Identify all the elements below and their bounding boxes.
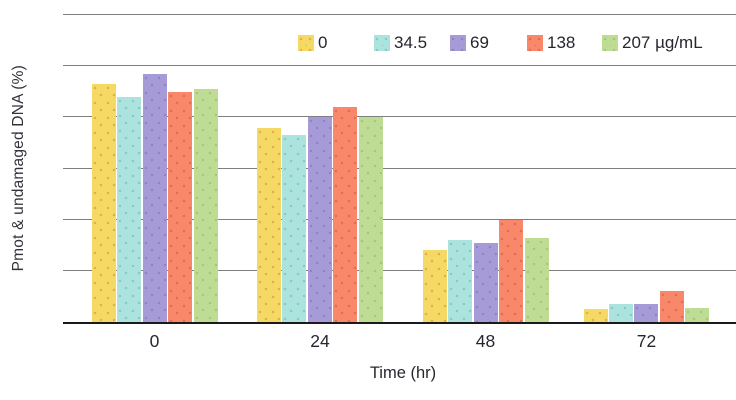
legend-item-69: 69 (450, 33, 489, 53)
bar-69-at-72hr (634, 304, 659, 322)
legend-item-0: 0 (298, 33, 327, 53)
bar-69-at-24hr (307, 117, 332, 322)
y-axis-label-wrap: Pmot & undamaged DNA (%) (2, 15, 36, 322)
x-tick-label-0: 0 (149, 331, 160, 351)
bar-group-72hr (583, 291, 710, 322)
legend: 0 34.5 69 138 207 µg/mL (0, 33, 736, 53)
x-axis-label: Time (hr) (369, 364, 437, 382)
bar-0-at-48hr (423, 250, 447, 322)
legend-swatch-icon (527, 35, 543, 51)
bar-group-24hr (257, 107, 383, 322)
bar-34.5-at-48hr (448, 240, 473, 322)
x-tick-labels: 0 24 48 72 (0, 331, 736, 353)
bar-207-µg-mL-at-0hr (193, 89, 218, 322)
bar-69-at-0hr (142, 73, 167, 322)
gridline-120 (63, 14, 736, 15)
bar-34.5-at-0hr (117, 96, 142, 322)
legend-swatch-icon (374, 35, 390, 51)
legend-swatch-icon (602, 35, 618, 51)
gridline-100 (63, 65, 736, 67)
bar-207-µg-mL-at-24hr (358, 117, 383, 322)
gridline-40 (63, 218, 736, 220)
x-tick-label-48: 48 (475, 331, 496, 351)
legend-label: 207 µg/mL (622, 33, 703, 52)
gridline-20 (63, 269, 736, 271)
legend-label: 34.5 (394, 33, 428, 52)
bar-207-µg-mL-at-48hr (524, 237, 549, 322)
legend-item-207-µg-mL: 207 µg/mL (602, 33, 703, 53)
x-tick-label-72: 72 (636, 331, 657, 351)
y-axis-label: Pmot & undamaged DNA (%) (10, 65, 27, 272)
bar-0-at-24hr (257, 127, 281, 322)
bar-34.5-at-72hr (608, 304, 633, 322)
bar-0-at-72hr (583, 309, 608, 322)
gridline-60 (63, 167, 736, 169)
bar-0-at-0hr (92, 84, 116, 322)
legend-swatch-icon (450, 35, 466, 51)
legend-item-138: 138 (527, 33, 575, 53)
legend-label: 0 (318, 33, 328, 52)
x-tick-label-24: 24 (310, 331, 330, 351)
gridline-80 (63, 116, 736, 118)
legend-swatch-icon (298, 35, 314, 51)
bar-group-48hr (423, 219, 549, 322)
legend-item-34.5: 34.5 (374, 33, 427, 53)
plot-area (63, 14, 736, 324)
bar-34.5-at-24hr (282, 135, 307, 322)
legend-label: 138 (547, 33, 576, 52)
bar-69-at-48hr (473, 242, 498, 322)
legend-label: 69 (470, 33, 489, 52)
bar-138-at-0hr (168, 91, 193, 322)
bar-138-at-48hr (499, 219, 524, 322)
bar-group-0hr (92, 73, 218, 322)
bar-138-at-72hr (659, 291, 684, 322)
bar-138-at-24hr (333, 107, 358, 322)
bar-207-µg-mL-at-72hr (685, 307, 710, 322)
